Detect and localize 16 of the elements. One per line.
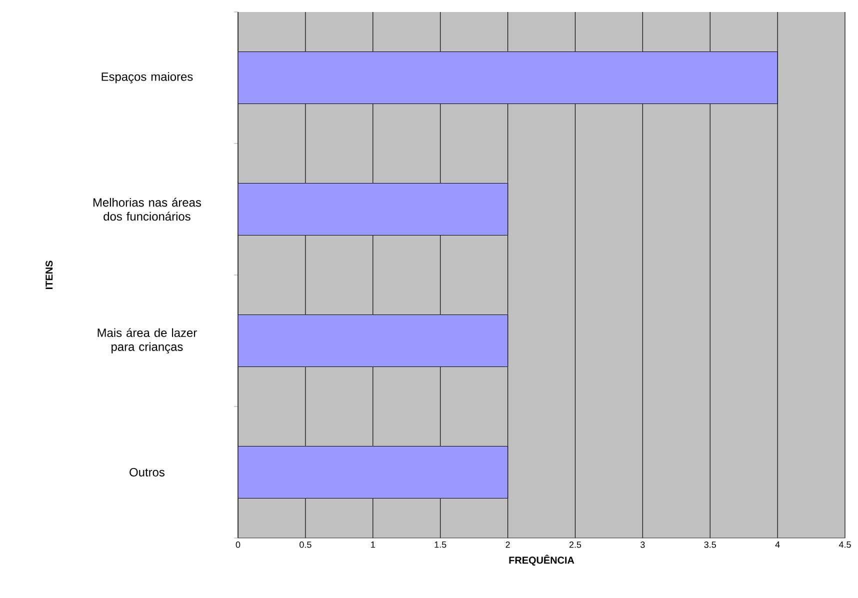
x-tick-label: 3 <box>640 542 645 548</box>
x-axis-title: FREQUÊNCIA <box>509 554 574 566</box>
y-tick-label: Mais área de lazer para crianças <box>98 328 197 354</box>
x-tick-label: 0 <box>236 542 240 548</box>
y-axis-title: ITENS <box>46 260 53 289</box>
x-tick-label: 1.5 <box>434 542 446 548</box>
x-tick-label: 2 <box>506 542 510 548</box>
x-tick-label: 3.5 <box>704 542 716 548</box>
y-tick-label: Outros <box>130 468 164 476</box>
x-tick-label: 2.5 <box>569 542 582 548</box>
x-tick-label: 4 <box>775 542 780 548</box>
y-tick-label: Espaços maiores <box>102 72 193 84</box>
y-tick-label: Melhorias nas áreas dos funcionários <box>93 198 202 221</box>
x-tick-label: 0.5 <box>300 542 312 548</box>
x-tick-label: 4.5 <box>838 542 851 548</box>
x-tick-label: 1 <box>371 542 375 548</box>
